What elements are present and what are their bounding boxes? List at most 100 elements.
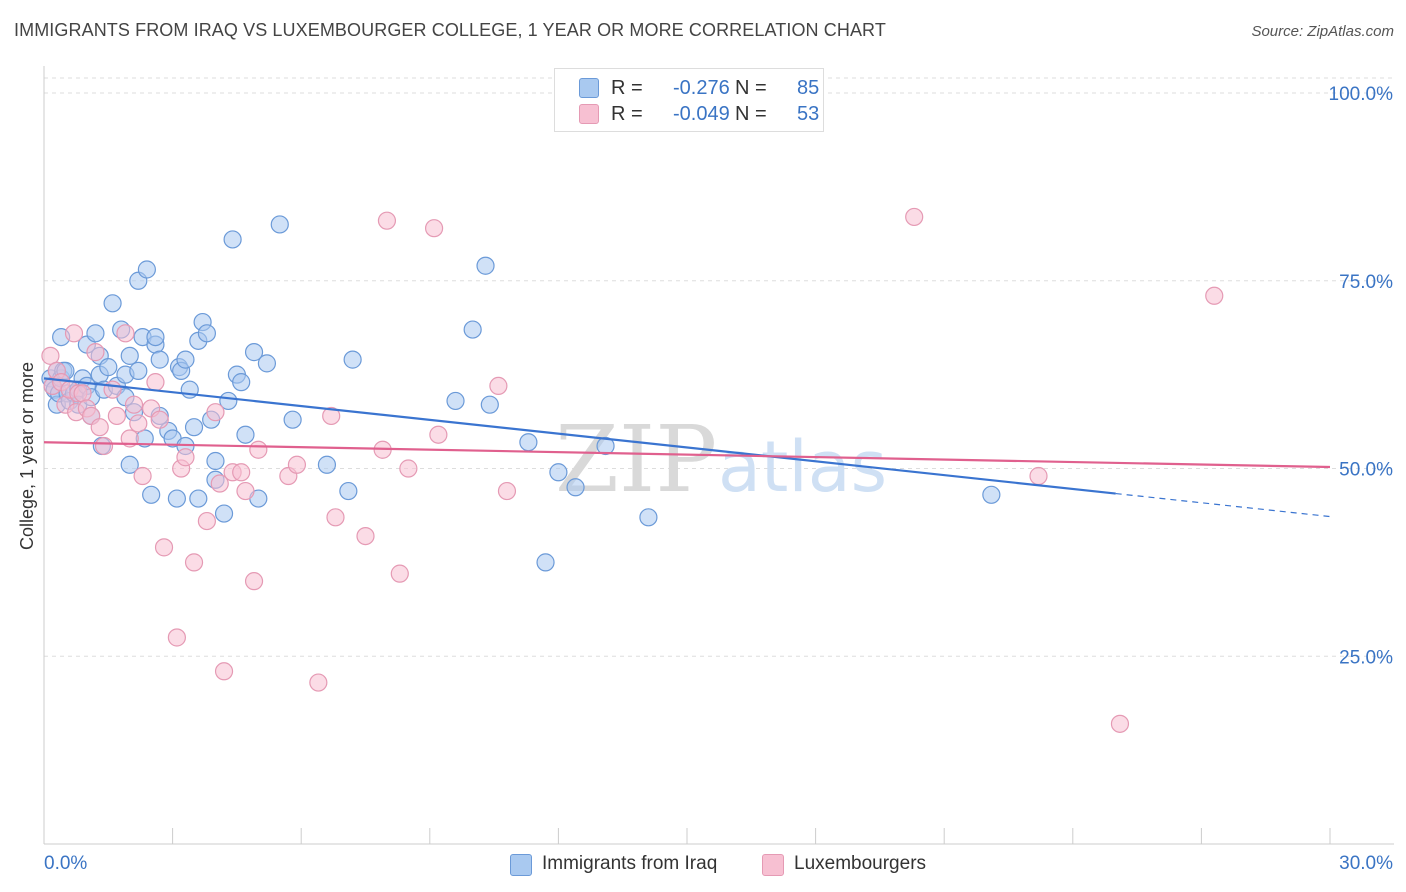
iraq-point: [236, 425, 255, 444]
iraq-point: [463, 320, 482, 339]
axes-layer: [43, 66, 1394, 845]
r-value: -0.049: [673, 103, 730, 125]
iraq-point: [99, 358, 118, 377]
n-label: N =: [735, 103, 767, 125]
r-value: -0.276: [673, 77, 730, 99]
luxembourgers-swatch: [579, 104, 599, 124]
luxembourger-point: [377, 211, 397, 230]
iraq-point: [120, 455, 139, 474]
y-axis-title: College, 1 year or more: [17, 362, 37, 550]
iraq-point: [480, 395, 499, 414]
iraq-point: [176, 350, 195, 369]
y-tick-label: 100.0%: [1329, 84, 1394, 105]
iraq-point: [476, 256, 495, 275]
luxembourger-point: [489, 376, 508, 396]
labels-layer: 25.0% 50.0% 75.0% 100.0% 0.0% 30.0% College, 1…: [17, 84, 1393, 874]
luxembourger-point: [356, 526, 375, 546]
luxembourger-point: [390, 564, 409, 583]
luxembourger-point: [287, 455, 307, 474]
luxembourger-point: [236, 481, 255, 501]
iraq-point: [189, 489, 208, 508]
r-label: R =: [611, 77, 643, 99]
x-tick-label: 0.0%: [44, 853, 87, 874]
iraq-point: [536, 553, 555, 572]
luxembourger-point: [73, 384, 92, 403]
luxembourger-point: [133, 466, 152, 486]
luxembourger-point: [41, 346, 60, 365]
trend-layer: [43, 377, 1331, 518]
iraq-point: [283, 410, 302, 429]
source-credit: Source: ZipAtlas.com: [1251, 23, 1394, 40]
iraq-point: [86, 324, 105, 343]
luxembourger-point: [86, 343, 105, 362]
iraq-point: [184, 418, 204, 437]
iraq-point: [519, 433, 538, 452]
n-label: N =: [735, 77, 767, 99]
luxembourger-point: [309, 673, 328, 692]
iraq-point: [129, 361, 148, 380]
luxembourger-point: [1110, 714, 1130, 733]
iraq-point: [317, 455, 337, 474]
grid-layer: [44, 77, 1394, 657]
luxembourger-point: [146, 373, 165, 392]
iraq-point: [232, 373, 251, 392]
luxembourger-point: [326, 508, 345, 527]
watermark: ZIP atlas: [555, 406, 887, 513]
luxembourger-point: [64, 324, 84, 343]
iraq-point: [270, 215, 289, 234]
iraq-point: [223, 230, 242, 249]
iraq-point: [214, 504, 234, 523]
stats-box: R = -0.276 N = 85 R = -0.049 N = 53: [554, 68, 824, 132]
luxembourger-point: [167, 628, 186, 647]
legend-swatch-luxembourgers: [762, 854, 784, 876]
n-value: 53: [797, 103, 820, 125]
luxembourger-point: [176, 448, 195, 467]
luxembourger-point: [232, 463, 251, 482]
luxembourger-point: [322, 406, 341, 426]
y-tick-label: 50.0%: [1339, 460, 1393, 481]
iraq-point: [446, 391, 465, 411]
luxembourger-point: [197, 511, 216, 531]
luxembourger-point: [129, 414, 148, 433]
luxembourger-point: [206, 403, 225, 422]
luxembourger-point: [424, 219, 444, 238]
iraq-swatch: [579, 78, 599, 98]
luxembourger-point: [150, 410, 169, 429]
iraq-point: [137, 260, 156, 279]
luxembourger-point: [124, 395, 144, 414]
luxembourger-point: [107, 406, 126, 426]
luxembourger-point: [1029, 466, 1048, 486]
r-label: R =: [611, 103, 643, 125]
iraq-point: [339, 481, 358, 501]
luxembourger-point: [905, 207, 924, 227]
luxembourger-point: [399, 459, 418, 478]
luxembourger-point: [497, 481, 517, 501]
iraq-trend-extension: [1115, 492, 1331, 518]
luxembourger-point: [1205, 286, 1224, 305]
luxembourger-point: [249, 440, 268, 459]
iraq-point: [103, 294, 122, 313]
luxembourger-point: [154, 538, 174, 557]
iraq-point: [146, 327, 165, 347]
luxembourger-point: [184, 553, 204, 572]
luxembourger-point: [94, 436, 114, 456]
iraq-point: [120, 346, 139, 365]
x-tick-label: 30.0%: [1339, 853, 1393, 874]
luxembourger-point: [103, 380, 122, 399]
iraq-point: [596, 436, 615, 456]
iraq-point: [982, 485, 1001, 504]
iraq-point: [167, 489, 186, 508]
iraq-point: [549, 463, 568, 482]
y-tick-label: 75.0%: [1339, 272, 1393, 293]
iraq-trend-line: [43, 377, 1116, 495]
luxembourger-point: [244, 572, 264, 591]
luxembourger-point: [90, 418, 109, 437]
chart-title: IMMIGRANTS FROM IRAQ VS LUXEMBOURGER COL…: [14, 20, 886, 40]
iraq-point: [142, 485, 161, 504]
iraq-point: [639, 508, 658, 527]
iraq-point: [244, 343, 264, 362]
watermark-zip: ZIP: [555, 406, 717, 513]
iraq-point: [257, 354, 277, 373]
iraq-point: [206, 451, 225, 471]
